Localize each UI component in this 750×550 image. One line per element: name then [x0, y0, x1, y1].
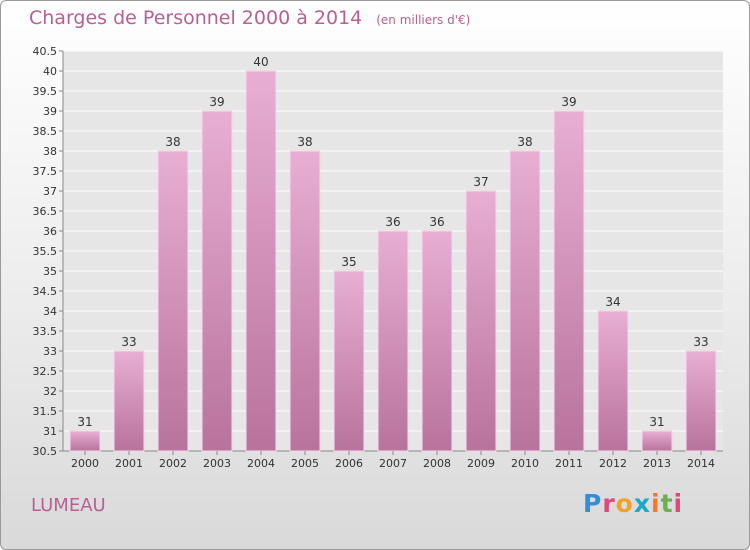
- logo-letter: r: [602, 489, 616, 518]
- bar: [157, 150, 189, 452]
- bar-value-label: 37: [473, 175, 488, 189]
- bar-value-label: 40: [253, 55, 268, 69]
- x-tick-label: 2004: [247, 457, 275, 470]
- proxiti-logo: Proxiti: [583, 489, 683, 518]
- bar: [553, 110, 585, 452]
- logo-letter: t: [660, 489, 674, 518]
- x-tick-label: 2000: [71, 457, 99, 470]
- x-tick-label: 2001: [115, 457, 143, 470]
- logo-letter: P: [583, 489, 603, 518]
- x-tick-label: 2008: [423, 457, 451, 470]
- y-tick-label: 32.5: [33, 365, 58, 378]
- x-tick-label: 2006: [335, 457, 363, 470]
- bar-value-label: 36: [429, 215, 444, 229]
- bar-value-label: 38: [165, 135, 180, 149]
- bar: [69, 430, 101, 452]
- logo-letter: o: [615, 489, 634, 518]
- bar: [377, 230, 409, 452]
- x-tick-label: 2013: [643, 457, 671, 470]
- bar: [245, 70, 277, 452]
- chart-title: Charges de Personnel 2000 à 2014 (en mill…: [29, 7, 470, 29]
- bar-value-label: 33: [693, 335, 708, 349]
- x-tick-label: 2002: [159, 457, 187, 470]
- bar-value-label: 34: [605, 295, 620, 309]
- y-tick-label: 31.5: [33, 405, 58, 418]
- y-tick-label: 36: [43, 225, 57, 238]
- y-tick-label: 35: [43, 265, 57, 278]
- y-tick-label: 32: [43, 385, 57, 398]
- bar: [685, 350, 717, 452]
- y-tick-label: 33.5: [33, 325, 58, 338]
- x-tick-label: 2012: [599, 457, 627, 470]
- y-tick-label: 36.5: [33, 205, 58, 218]
- y-tick-label: 39.5: [33, 85, 58, 98]
- logo-letter: x: [633, 489, 651, 518]
- x-tick-label: 2011: [555, 457, 583, 470]
- y-tick-label: 30.5: [33, 445, 58, 458]
- y-tick-label: 37.5: [33, 165, 58, 178]
- bar-value-label: 33: [121, 335, 136, 349]
- location-label: LUMEAU: [31, 495, 106, 516]
- y-tick-label: 34.5: [33, 285, 58, 298]
- bar: [201, 110, 233, 452]
- bar: [421, 230, 453, 452]
- x-tick-label: 2005: [291, 457, 319, 470]
- x-tick-label: 2010: [511, 457, 539, 470]
- y-tick-label: 37: [43, 185, 57, 198]
- bar: [641, 430, 673, 452]
- x-tick-label: 2014: [687, 457, 715, 470]
- x-tick-label: 2007: [379, 457, 407, 470]
- y-tick-label: 38: [43, 145, 57, 158]
- bar: [113, 350, 145, 452]
- x-tick-label: 2009: [467, 457, 495, 470]
- bar-value-label: 38: [297, 135, 312, 149]
- y-tick-label: 38.5: [33, 125, 58, 138]
- y-tick-label: 35.5: [33, 245, 58, 258]
- bar-value-label: 39: [561, 95, 576, 109]
- bar: [333, 270, 365, 452]
- y-tick-label: 39: [43, 105, 57, 118]
- bar-value-label: 35: [341, 255, 356, 269]
- bar-value-label: 39: [209, 95, 224, 109]
- y-tick-label: 40.5: [33, 45, 58, 58]
- logo-letter: i: [651, 489, 661, 518]
- bar-value-label: 31: [649, 415, 664, 429]
- bar: [509, 150, 541, 452]
- logo-letter: i: [673, 489, 684, 518]
- y-tick-label: 40: [43, 65, 57, 78]
- chart-subtitle: (en milliers d'€): [376, 13, 471, 27]
- y-tick-label: 33: [43, 345, 57, 358]
- y-tick-label: 34: [43, 305, 57, 318]
- x-tick-label: 2003: [203, 457, 231, 470]
- y-tick-label: 31: [43, 425, 57, 438]
- bar-value-label: 38: [517, 135, 532, 149]
- bar-value-label: 31: [77, 415, 92, 429]
- chart-title-text: Charges de Personnel 2000 à 2014: [29, 7, 363, 29]
- bar: [597, 310, 629, 452]
- bar: [465, 190, 497, 452]
- bar: [289, 150, 321, 452]
- bar-value-label: 36: [385, 215, 400, 229]
